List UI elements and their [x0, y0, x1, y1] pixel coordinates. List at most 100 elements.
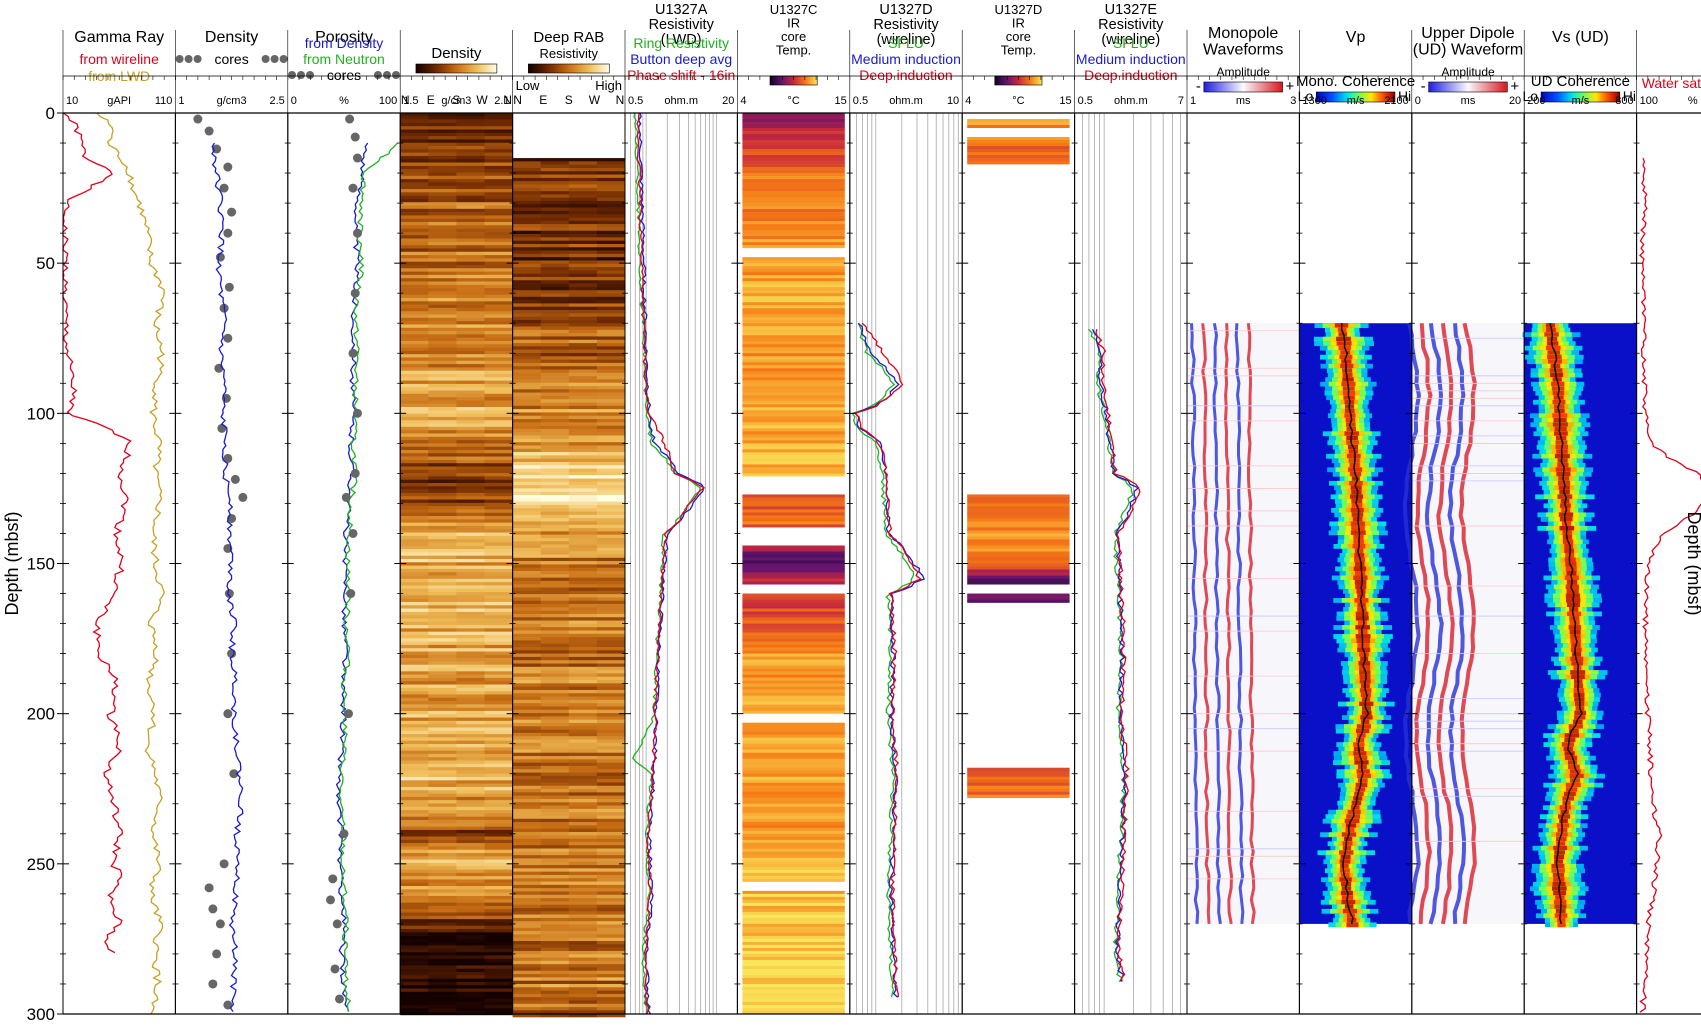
image-cell: [428, 215, 457, 220]
coherence-cell: [1557, 922, 1566, 928]
image-cell: [596, 392, 626, 397]
image-cell: [967, 140, 1070, 144]
image-cell: [400, 255, 429, 259]
image-cell: [568, 921, 598, 925]
image-cell: [596, 643, 626, 648]
image-cell: [540, 937, 570, 942]
image-cell: [428, 978, 457, 983]
image-cell: [484, 578, 514, 583]
image-cell: [568, 250, 598, 255]
series-u1327e-2: [1095, 329, 1141, 982]
image-cell: [484, 823, 514, 827]
image-cell: [742, 623, 845, 627]
image-cell: [742, 506, 845, 510]
image-cell: [742, 185, 845, 189]
image-cell: [484, 205, 514, 210]
image-cell: [428, 628, 457, 632]
image-cell: [742, 335, 845, 339]
image-cell: [512, 888, 542, 892]
image-cell: [742, 890, 845, 895]
image-cell: [456, 539, 485, 543]
image-cell: [456, 288, 485, 292]
image-cell: [540, 604, 570, 608]
image-cell: [568, 171, 598, 175]
image-cell: [456, 730, 485, 735]
track-title: (LWD): [661, 32, 702, 48]
image-cell: [512, 637, 542, 641]
image-cell: [742, 314, 845, 318]
image-cell: [512, 534, 542, 539]
image-cell: [456, 1008, 485, 1012]
image-cell: [742, 827, 845, 832]
image-cell: [456, 122, 485, 127]
image-cell: [512, 514, 542, 519]
image-cell: [400, 410, 429, 414]
legend-entry: Button deep avg: [630, 51, 732, 67]
image-cell: [400, 499, 429, 504]
image-cell: [456, 344, 485, 348]
image-cell: [512, 736, 542, 740]
image-cell: [596, 831, 626, 836]
image-cell: [540, 167, 570, 172]
image-cell: [428, 525, 457, 530]
image-cell: [596, 448, 626, 453]
image-cell: [967, 788, 1070, 793]
image-cell: [568, 911, 598, 915]
image-cell: [512, 600, 542, 605]
data-point: [212, 144, 222, 154]
coherence-cell: [1346, 422, 1356, 428]
depth-axis-title-right: Depth (mbsf): [1684, 511, 1701, 615]
coherence-cell: [1564, 751, 1575, 757]
image-cell: [742, 617, 845, 621]
image-cell: [512, 290, 542, 294]
image-cell: [568, 382, 598, 387]
image-cell: [484, 998, 514, 1002]
image-cell: [456, 264, 485, 269]
image-cell: [568, 845, 598, 849]
image-cell: [568, 574, 598, 578]
image-cell: [512, 402, 542, 407]
image-cell: [400, 251, 429, 256]
image-cell: [456, 740, 485, 745]
image-cell: [568, 465, 598, 469]
image-cell: [742, 410, 845, 414]
image-cell: [568, 990, 598, 995]
image-cell: [568, 366, 598, 370]
image-cell: [742, 836, 845, 841]
image-cell: [742, 236, 845, 240]
image-cell: [596, 911, 626, 915]
image-cell: [512, 980, 542, 985]
image-cell: [484, 522, 514, 527]
image-cell: [456, 159, 485, 163]
scale-min: 4: [740, 95, 746, 107]
image-cell: [512, 537, 542, 542]
colorbar-dipole: [1428, 81, 1508, 93]
scale-min: 1: [178, 95, 184, 107]
image-cell: [568, 1003, 598, 1008]
data-point: [348, 348, 358, 358]
image-cell: [512, 382, 542, 387]
image-cell: [484, 334, 514, 338]
image-cell: [484, 978, 514, 983]
image-cell: [540, 518, 570, 522]
track-title: Vp: [1346, 29, 1366, 46]
image-cell: [568, 822, 598, 826]
series-water_sat-0: [1639, 157, 1701, 1013]
image-cell: [540, 270, 570, 274]
image-cell: [400, 466, 429, 471]
image-cell: [742, 782, 845, 787]
image-cell: [596, 663, 626, 668]
scale-units: %: [1688, 95, 1698, 107]
image-cell: [428, 568, 457, 573]
image-cell: [428, 298, 457, 302]
image-cell: [742, 683, 845, 687]
image-cell: [512, 921, 542, 925]
image-cell: [742, 926, 845, 931]
image-cell: [484, 426, 514, 431]
image-cell: [428, 410, 457, 414]
image-cell: [742, 380, 845, 384]
image-cell: [742, 941, 845, 946]
series-u1327e-0: [1087, 328, 1134, 983]
legend-dot: [297, 71, 305, 79]
